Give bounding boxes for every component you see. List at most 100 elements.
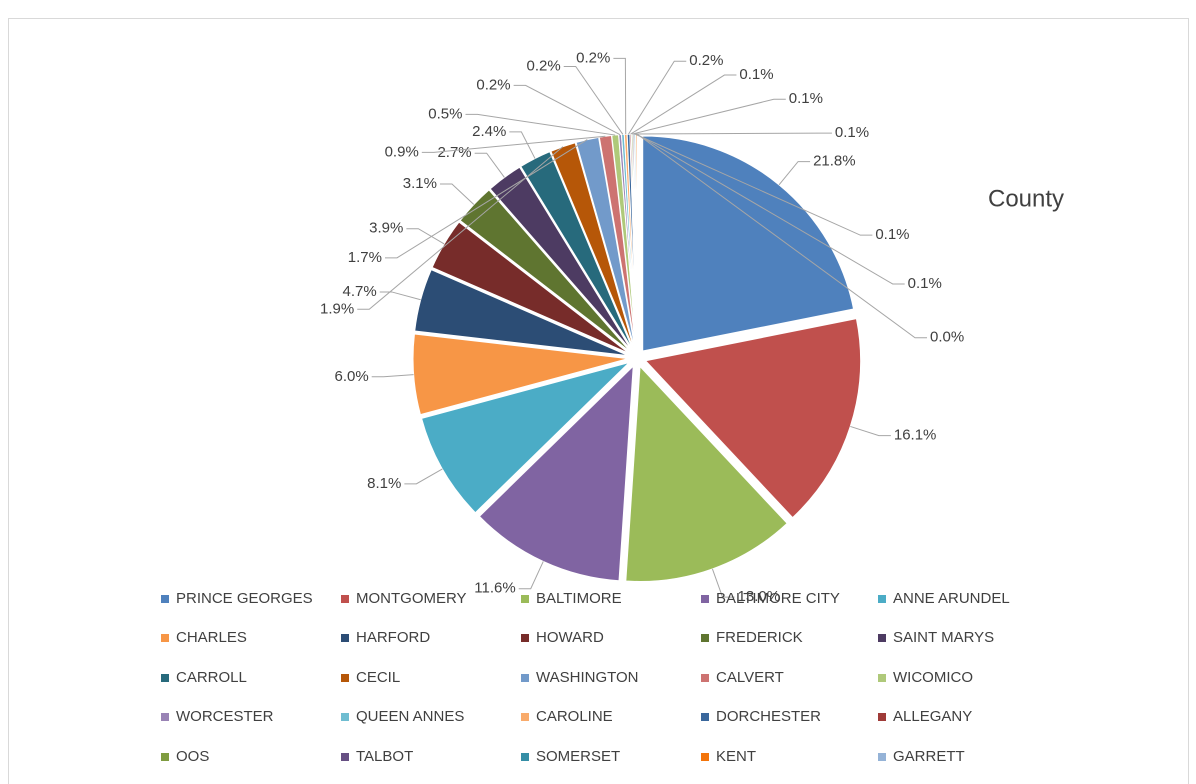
legend-swatch: [341, 674, 349, 682]
data-label: 13.0%: [738, 588, 781, 605]
legend-swatch: [521, 674, 529, 682]
leader-line: [628, 60, 687, 135]
legend-label: WORCESTER: [176, 708, 274, 725]
leader-line: [563, 65, 624, 135]
legend-swatch: [341, 753, 349, 761]
legend-swatch: [161, 713, 169, 721]
legend-label: CHARLES: [176, 629, 247, 646]
legend-label: FREDERICK: [716, 629, 803, 646]
legend-label: MONTGOMERY: [356, 590, 467, 607]
leader-line: [371, 374, 414, 378]
data-label: 0.9%: [385, 143, 419, 160]
data-label: 0.5%: [428, 105, 462, 122]
legend-swatch: [341, 713, 349, 721]
legend-swatch: [878, 634, 886, 642]
data-label: 6.0%: [334, 368, 368, 385]
data-label: 0.1%: [908, 275, 942, 292]
legend-swatch: [701, 674, 709, 682]
legend-swatch: [701, 634, 709, 642]
leader-line: [474, 152, 505, 178]
leader-line: [633, 132, 832, 135]
leader-line: [613, 57, 627, 135]
legend-swatch: [161, 753, 169, 761]
legend-label: ALLEGANY: [893, 708, 972, 725]
leader-line: [636, 133, 928, 339]
leader-line: [384, 139, 588, 259]
leader-line: [513, 84, 621, 136]
legend-swatch: [701, 753, 709, 761]
pie-slice: [478, 364, 634, 582]
legend-label: WASHINGTON: [536, 669, 639, 686]
legend-label: SAINT MARYS: [893, 629, 994, 646]
pie-slice: [642, 135, 855, 352]
data-label: 0.2%: [527, 57, 561, 74]
title-strip: [0, 0, 1196, 18]
leader-line: [509, 131, 536, 159]
leader-line: [636, 133, 905, 285]
legend-label: PRINCE GEORGES: [176, 590, 313, 607]
pie-slice: [625, 365, 788, 582]
legend-label: KENT: [716, 748, 756, 765]
data-label: 16.1%: [894, 427, 937, 444]
leader-line: [778, 161, 811, 186]
legend-label: CECIL: [356, 669, 400, 686]
pie-slice: [644, 318, 861, 519]
legend-swatch: [521, 634, 529, 642]
data-label: 8.1%: [367, 475, 401, 492]
data-label: 3.1%: [403, 175, 437, 192]
leader-line: [711, 568, 735, 598]
legend-swatch: [878, 595, 886, 603]
legend-swatch: [161, 634, 169, 642]
leader-line: [406, 228, 445, 245]
legend-label: SOMERSET: [536, 748, 620, 765]
data-label: 1.9%: [320, 300, 354, 317]
legend-label: GARRETT: [893, 748, 965, 765]
data-label: 0.2%: [689, 52, 723, 69]
legend-title: County: [988, 185, 1064, 212]
leader-line: [518, 561, 544, 590]
leader-line: [465, 113, 616, 136]
pie-slice: [412, 333, 629, 416]
legend-label: QUEEN ANNES: [356, 708, 464, 725]
legend-swatch: [878, 713, 886, 721]
leader-line: [630, 74, 737, 135]
legend-label: BALTIMORE: [536, 590, 622, 607]
legend-label: OOS: [176, 748, 209, 765]
leader-line: [357, 146, 564, 310]
legend-label: BALTIMORE CITY: [716, 590, 840, 607]
data-label: 0.0%: [930, 329, 964, 346]
data-label: 2.4%: [472, 123, 506, 140]
data-label: 21.8%: [813, 153, 856, 170]
pie-slice: [420, 361, 631, 514]
legend-label: CAROLINE: [536, 708, 613, 725]
legend-label: HOWARD: [536, 629, 604, 646]
data-label: 4.7%: [343, 283, 377, 300]
leader-line: [634, 133, 873, 236]
legend-label: TALBOT: [356, 748, 413, 765]
pie-slice: [459, 189, 631, 353]
legend-swatch: [521, 713, 529, 721]
legend-swatch: [521, 595, 529, 603]
data-label: 0.1%: [835, 124, 869, 141]
legend-label: HARFORD: [356, 629, 430, 646]
legend-label: ANNE ARUNDEL: [893, 590, 1010, 607]
legend-swatch: [161, 674, 169, 682]
legend-label: DORCHESTER: [716, 708, 821, 725]
data-label: 0.1%: [739, 66, 773, 83]
legend-swatch: [701, 595, 709, 603]
leader-line: [421, 135, 606, 153]
legend-swatch: [521, 753, 529, 761]
data-label: 0.2%: [476, 76, 510, 93]
pie-slice: [431, 221, 630, 354]
data-label: 11.6%: [474, 580, 515, 597]
leader-line: [850, 425, 891, 437]
legend-swatch: [878, 674, 886, 682]
leader-line: [439, 183, 475, 205]
data-label: 0.2%: [576, 49, 610, 66]
legend-swatch: [161, 595, 169, 603]
legend-swatch: [701, 713, 709, 721]
data-label: 0.1%: [875, 226, 909, 243]
legend-label: WICOMICO: [893, 669, 973, 686]
data-label: 0.1%: [789, 90, 823, 107]
